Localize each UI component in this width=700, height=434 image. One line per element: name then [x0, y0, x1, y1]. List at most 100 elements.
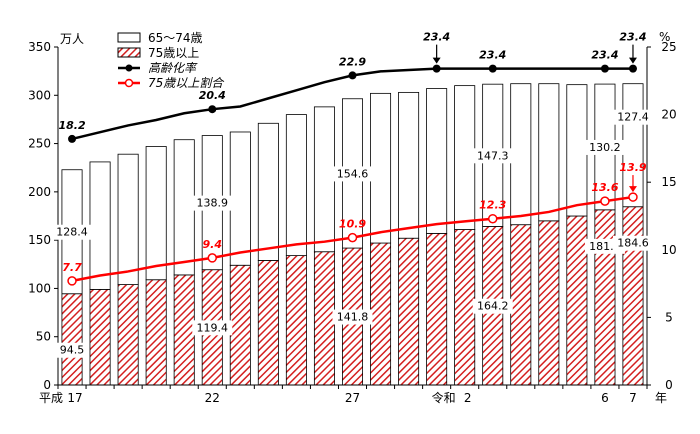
bar-65to74 — [566, 84, 588, 217]
aging-rate-marker — [600, 64, 609, 73]
label-75plus-bg — [55, 342, 89, 358]
ratio75-label: 7.7 — [62, 261, 82, 274]
legend-swatch-75plus — [117, 47, 141, 58]
y-left-tick-label: 150 — [28, 233, 51, 247]
bar-65to74 — [285, 114, 307, 256]
label-65to74: 128.4 — [56, 226, 88, 239]
bar-65to74 — [145, 146, 167, 281]
y-right-tick-label: 25 — [661, 40, 676, 54]
ratio75-label: 9.4 — [203, 238, 223, 251]
bar-65to74 — [510, 83, 532, 226]
x-tick-label: 17 — [67, 391, 82, 405]
label-75plus-bg — [332, 309, 373, 325]
ratio75-arrowhead — [628, 186, 637, 193]
bar-75plus — [594, 209, 616, 386]
bar-75plus — [117, 284, 139, 386]
bar-65to74 — [370, 92, 392, 244]
aging-rate-label: 23.4 — [479, 49, 506, 62]
bar-75plus — [370, 242, 392, 386]
bar-75plus — [622, 206, 644, 386]
bar-75plus — [510, 224, 532, 386]
ratio75-label: 13.9 — [619, 161, 646, 174]
y-left-tick-label: 350 — [28, 40, 51, 54]
aging-rate-marker — [348, 71, 357, 80]
y-left-tick-label: 100 — [28, 281, 51, 295]
bar-65to74 — [426, 88, 448, 234]
ratio75-marker — [347, 232, 358, 243]
legend-swatch-65to74 — [117, 32, 141, 43]
label-75plus: 164.2 — [477, 300, 509, 313]
aging-rate-marker — [488, 64, 497, 73]
bar-75plus — [61, 293, 83, 386]
label-75plus-bg — [612, 235, 653, 251]
bar-65to74 — [173, 139, 195, 276]
label-75plus: 184.6 — [617, 237, 649, 250]
ratio75-marker — [487, 213, 498, 224]
ratio75-marker — [207, 253, 218, 263]
label-75plus-bg — [472, 298, 513, 314]
aging-rate-label: 22.9 — [339, 55, 366, 68]
label-65to74-bg — [584, 139, 625, 155]
ratio75-marker — [67, 276, 77, 286]
label-65to74: 130.2 — [589, 141, 621, 154]
x-tick-label: 2 — [464, 391, 472, 405]
aging-rate-marker — [432, 64, 441, 73]
label-75plus: 119.4 — [197, 321, 229, 334]
y-left-tick-label: 250 — [28, 137, 51, 151]
bar-75plus — [89, 288, 111, 386]
aging-rate-marker — [68, 134, 77, 143]
label-75plus: 94.5 — [60, 344, 85, 357]
bar-65to74 — [313, 106, 335, 253]
bar-65to74 — [454, 85, 476, 230]
bar-75plus — [173, 274, 195, 386]
aging-rate-label: 18.2 — [58, 119, 85, 132]
x-tick-label: 7 — [629, 391, 637, 405]
ratio75-label: 12.3 — [479, 199, 506, 212]
y-right-tick-label: 15 — [661, 175, 676, 189]
x-tick-label: 6 — [601, 391, 609, 405]
legend-label-old: 75歳以上 — [148, 46, 199, 60]
y-left-tick-label: 300 — [28, 88, 51, 102]
y-right-unit: % — [659, 30, 670, 44]
x-tick-era: 令和 — [432, 390, 456, 405]
bar-75plus — [285, 255, 307, 386]
bar-75plus — [426, 232, 448, 386]
x-tick-label: 22 — [205, 391, 220, 405]
legend-label-ratio75: 75歳以上割合 — [148, 76, 225, 90]
y-right-tick-label: 5 — [665, 310, 673, 324]
legend-label-aging: 高齢化率 — [148, 61, 198, 75]
aging-rate-label: 23.4 — [591, 49, 618, 62]
y-right-tick-label: 20 — [661, 108, 676, 122]
bar-75plus — [566, 215, 588, 386]
y-left-tick-label: 0 — [43, 378, 51, 392]
label-65to74: 138.9 — [197, 197, 229, 210]
bar-65to74 — [538, 83, 560, 222]
y-left-unit: 万人 — [60, 32, 84, 46]
y-right-tick-label: 0 — [665, 378, 673, 392]
bar-75plus — [454, 229, 476, 386]
label-75plus-bg — [192, 320, 233, 336]
label-75plus: 181.4 — [589, 240, 621, 253]
ratio75-label: 13.6 — [591, 181, 618, 194]
bar-65to74 — [117, 153, 139, 285]
legend-swatch-ratio75-marker — [124, 78, 134, 88]
x-axis-suffix: 年 — [655, 391, 667, 405]
y-left-tick-label: 200 — [28, 185, 51, 199]
y-right-tick-label: 10 — [661, 243, 676, 257]
bar-65to74 — [257, 122, 279, 261]
aging-rate-label: 20.4 — [199, 89, 226, 102]
legend-label-young: 65～74歳 — [148, 31, 203, 45]
ratio75-label: 10.9 — [339, 218, 366, 231]
bar-65to74 — [398, 91, 420, 239]
x-tick-label: 27 — [345, 391, 360, 405]
aging-rate-marker — [628, 64, 637, 73]
label-75plus: 141.8 — [337, 311, 369, 324]
label-65to74-bg — [192, 195, 233, 211]
legend-swatch-aging-marker — [125, 64, 133, 72]
label-65to74-bg — [332, 166, 373, 182]
label-65to74: 154.6 — [337, 167, 369, 180]
